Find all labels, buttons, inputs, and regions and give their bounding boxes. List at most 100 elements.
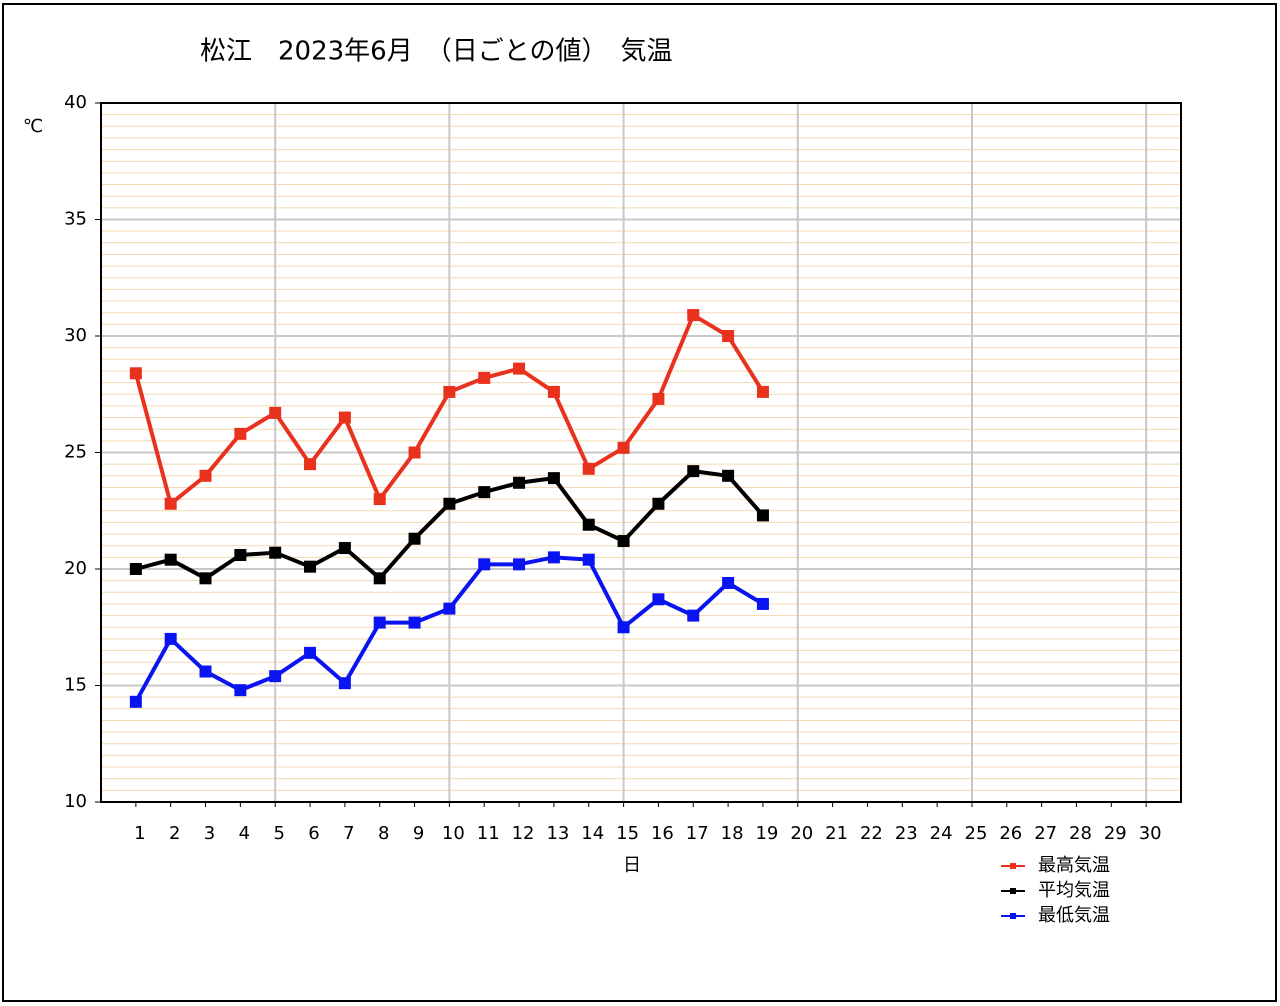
x-tick-label: 22 [860,823,883,844]
x-tick-label: 12 [512,823,535,844]
data-point [164,632,177,645]
data-point [443,497,456,510]
x-tick-label: 1 [134,823,145,844]
data-point [373,572,386,585]
data-point [234,549,247,562]
data-point [269,406,282,419]
data-point [129,695,142,708]
x-tick-label: 5 [273,823,284,844]
data-point [756,597,769,610]
x-tick-label: 25 [965,823,988,844]
x-tick-label: 3 [204,823,215,844]
data-point [756,509,769,522]
y-tick-label: 35 [64,209,87,230]
data-point [129,563,142,575]
data-point [722,576,735,589]
data-point [338,411,351,424]
data-point [234,427,247,440]
x-tick-label: 4 [239,823,250,844]
y-tick-label: 10 [64,791,87,812]
legend-marker [1010,913,1016,919]
data-point [304,646,317,659]
data-point [164,553,177,566]
data-point [652,497,665,510]
chart-title: 松江 2023年6月 （日ごとの値） 気温 [200,37,672,67]
x-tick-label: 21 [825,823,848,844]
x-tick-label: 2 [169,823,180,844]
data-point [408,446,421,459]
x-tick-label: 30 [1139,823,1162,844]
data-point [304,458,317,471]
x-tick-label: 23 [895,823,918,844]
legend-label: 平均気温 [1038,880,1110,901]
x-tick-label: 10 [442,823,465,844]
x-tick-label: 27 [1034,823,1057,844]
data-point [129,367,142,380]
data-point [582,553,595,566]
x-tick-label: 24 [930,823,953,844]
data-point [199,572,212,585]
data-point [582,518,595,531]
y-tick-label: 25 [64,442,87,463]
data-point [269,546,282,559]
data-point [408,532,421,545]
x-tick-label: 19 [755,823,778,844]
x-tick-label: 28 [1069,823,1092,844]
data-point [199,665,212,678]
data-point [582,462,595,475]
data-point [547,472,560,485]
x-tick-label: 11 [477,823,500,844]
frame [2,3,1277,1002]
data-point [408,616,421,629]
y-tick-label: 30 [64,325,87,346]
data-point [617,535,630,548]
x-tick-label: 15 [616,823,639,844]
data-point [338,677,351,690]
data-point [687,309,700,322]
y-tick-label: 15 [64,675,87,696]
x-tick-label: 6 [308,823,319,844]
x-tick-label: 17 [686,823,709,844]
x-tick-label: 14 [581,823,604,844]
x-tick-label: 20 [790,823,813,844]
x-tick-label: 18 [721,823,744,844]
data-point [652,593,665,606]
plot-border [100,102,1182,803]
data-point [513,362,526,375]
x-tick-label: 16 [651,823,674,844]
data-point [547,551,560,564]
data-point [478,486,491,499]
x-tick-label: 26 [999,823,1022,844]
data-point [756,385,769,398]
x-tick-label: 8 [378,823,389,844]
data-point [547,385,560,398]
data-point [687,609,700,622]
data-point [373,616,386,629]
y-tick-label: 40 [64,92,87,113]
y-tick-label: 20 [64,558,87,579]
legend-marker [1010,888,1016,894]
data-point [652,392,665,405]
data-point [373,493,386,506]
data-point [617,441,630,454]
data-point [513,476,526,489]
legend-label: 最高気温 [1038,855,1110,876]
x-tick-label: 13 [546,823,569,844]
data-point [687,465,700,478]
data-point [478,371,491,384]
legend-marker [1010,863,1016,869]
data-point [234,684,247,697]
x-tick-label: 7 [343,823,354,844]
data-point [478,558,491,571]
data-point [269,670,282,683]
data-point [443,602,456,615]
x-tick-label: 29 [1104,823,1127,844]
data-point [443,385,456,398]
data-point [513,558,526,571]
data-point [199,469,212,482]
legend-label: 最低気温 [1038,905,1110,926]
data-point [164,497,177,510]
data-point [304,560,317,573]
